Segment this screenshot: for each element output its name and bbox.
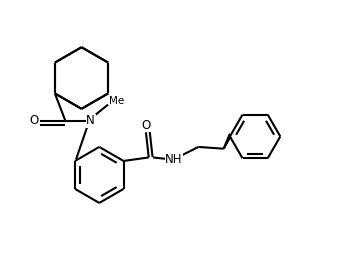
Text: Me: Me	[109, 96, 125, 106]
Text: O: O	[29, 114, 38, 127]
Text: O: O	[141, 120, 150, 132]
Text: NH: NH	[165, 153, 183, 166]
Text: N: N	[86, 114, 95, 127]
